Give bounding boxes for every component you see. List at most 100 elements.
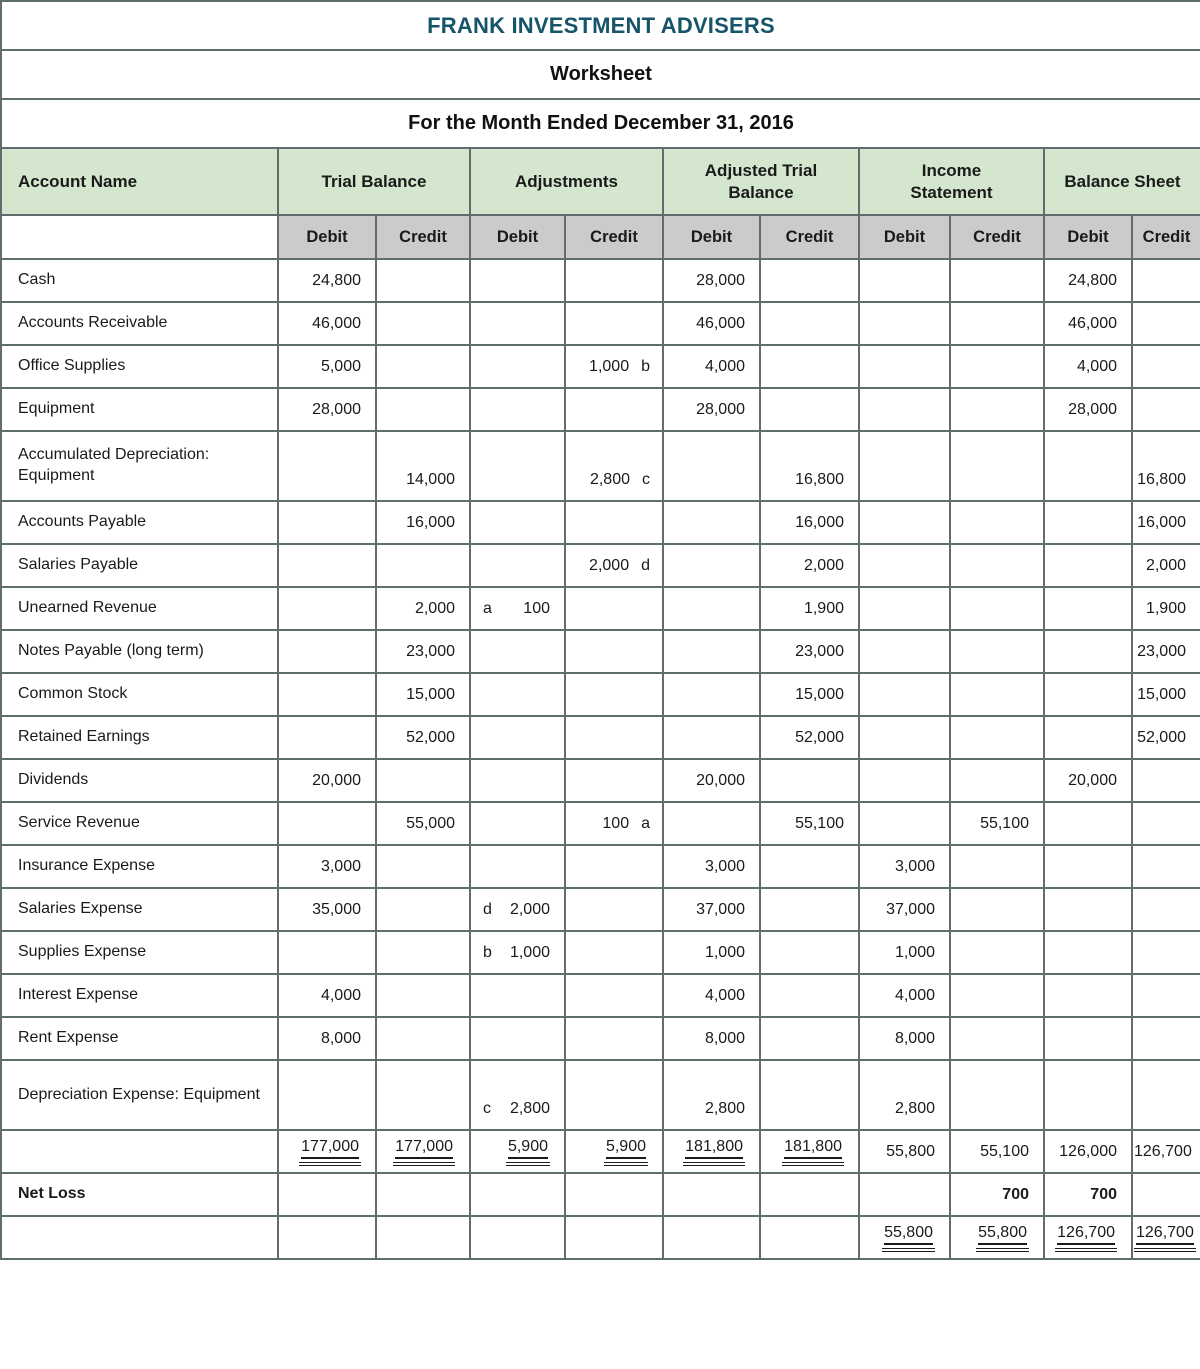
account-name-cell: Salaries Expense [0,887,279,932]
amount-cell-tb-c [375,887,471,932]
amount-cell-bs-c: 2,000 [1131,543,1200,588]
amount-cell-is-c [949,301,1045,346]
account-name-cell: Supplies Expense [0,930,279,975]
amount-cell-atb-d: 1,000 [662,930,761,975]
adjustment-credit-cell: 1,000 b [564,344,664,389]
amount-cell-tb-d [277,1059,377,1131]
amount-cell-bs-c [1131,344,1200,389]
amount-cell-bs-d [1043,930,1133,975]
amount-cell-tb-d: 35,000 [277,887,377,932]
amount-cell-bs-c: 23,000 [1131,629,1200,674]
amount-cell-is-d: 1,000 [858,930,951,975]
table-row: Office Supplies 5,000 1,000 b 4,000 4,000 [0,344,1200,389]
amount-cell-is-d [858,301,951,346]
account-name-cell: Notes Payable (long term) [0,629,279,674]
amount-cell-bs-d [1043,887,1133,932]
bs-credit-header: Credit [1131,214,1200,260]
account-name-cell: Rent Expense [0,1016,279,1061]
account-name-cell: Salaries Payable [0,543,279,588]
amount-cell-atb-d: 46,000 [662,301,761,346]
adjustment-amount: 1,000 [509,943,550,961]
amount-cell-bs-c [1131,887,1200,932]
amount-cell-tb-c [375,344,471,389]
final-totals-row: 55,800 55,800 126,700 126,700 [0,1215,1200,1260]
amount-cell-tb-d: 4,000 [277,973,377,1018]
amount-cell-bs-c: 15,000 [1131,672,1200,717]
company-name: FRANK INVESTMENT ADVISERS [0,0,1200,51]
table-row: Notes Payable (long term) 23,000 23,000 23,… [0,629,1200,674]
net-loss-row: Net Loss 700 700 [0,1172,1200,1217]
table-row: Depreciation Expense: Equipment c 2,800 2,8… [0,1059,1200,1131]
adj-debit-header: Debit [469,214,566,260]
amount-cell-bs-d [1043,500,1133,545]
amount-cell-atb-c: 16,800 [759,430,860,502]
amount-cell-atb-d [662,430,761,502]
amount-cell-bs-d: 46,000 [1043,301,1133,346]
account-name-cell: Accounts Payable [0,500,279,545]
amount-cell-is-c [949,430,1045,502]
account-name-cell: Retained Earnings [0,715,279,760]
adjustment-amount: 2,800 [589,471,630,488]
amount-cell-tb-d: 24,800 [277,258,377,303]
amount-cell-tb-c [375,973,471,1018]
amount-cell-tb-c [375,844,471,889]
amount-cell-is-d: 4,000 [858,973,951,1018]
adjustment-credit-cell [564,715,664,760]
adjustment-debit-cell: b 1,000 [469,930,566,975]
amount-cell-atb-c [759,844,860,889]
adjustment-credit-cell [564,1059,664,1131]
amount-cell-tb-c: 52,000 [375,715,471,760]
amount-cell-tb-d: 20,000 [277,758,377,803]
amount-cell-tb-d [277,586,377,631]
amount-cell-is-c [949,672,1045,717]
adjustment-credit-cell [564,672,664,717]
amount-cell-tb-c [375,258,471,303]
account-name-cell: Dividends [0,758,279,803]
adjustment-debit-cell [469,258,566,303]
account-rows: Cash 24,800 28,000 24,800 Accounts Receivabl… [0,258,1200,1131]
net-loss-is-credit: 700 [949,1172,1045,1217]
adjustment-debit-cell [469,758,566,803]
amount-cell-atb-d: 3,000 [662,844,761,889]
table-row: Accounts Payable 16,000 16,000 16,000 [0,500,1200,545]
adjustment-debit-cell [469,629,566,674]
adjustment-debit-cell [469,715,566,760]
amount-cell-tb-c [375,1059,471,1131]
amount-cell-is-c [949,715,1045,760]
account-name-cell: Equipment [0,387,279,432]
adjustment-debit-cell [469,387,566,432]
net-loss-label: Net Loss [0,1172,279,1217]
adjustment-debit-cell [469,430,566,502]
adjustment-debit-cell: a 100 [469,586,566,631]
adjustment-credit-cell [564,258,664,303]
account-name-cell: Insurance Expense [0,844,279,889]
amount-cell-is-d [858,715,951,760]
final-is-credit: 55,800 [949,1215,1045,1260]
adjustments-header: Adjustments [469,147,664,216]
amount-cell-is-c [949,387,1045,432]
amount-cell-atb-d [662,543,761,588]
amount-cell-is-c [949,758,1045,803]
amount-cell-bs-c [1131,973,1200,1018]
amount-cell-atb-d [662,629,761,674]
adjusted-trial-balance-header: Adjusted Trial Balance [662,147,860,216]
table-row: Rent Expense 8,000 8,000 8,000 [0,1016,1200,1061]
final-is-debit: 55,800 [858,1215,951,1260]
amount-cell-bs-c: 1,900 [1131,586,1200,631]
adjustment-letter: c [642,471,650,488]
amount-cell-atb-c: 1,900 [759,586,860,631]
debit-credit-header-row: Debit Credit Debit Credit Debit Credit D… [0,214,1200,260]
amount-cell-bs-c [1131,301,1200,346]
adjustment-debit-cell [469,801,566,846]
table-row: Interest Expense 4,000 4,000 4,000 [0,973,1200,1018]
worksheet-table: FRANK INVESTMENT ADVISERS Worksheet For … [0,0,1200,1260]
amount-cell-is-d [858,258,951,303]
amount-cell-bs-d [1043,1016,1133,1061]
amount-cell-atb-d: 2,800 [662,1059,761,1131]
adjustment-debit-cell [469,301,566,346]
amount-cell-is-d: 8,000 [858,1016,951,1061]
amount-cell-tb-d [277,500,377,545]
adjustment-letter: c [483,1100,491,1117]
amount-cell-atb-c [759,258,860,303]
table-row: Common Stock 15,000 15,000 15,000 [0,672,1200,717]
